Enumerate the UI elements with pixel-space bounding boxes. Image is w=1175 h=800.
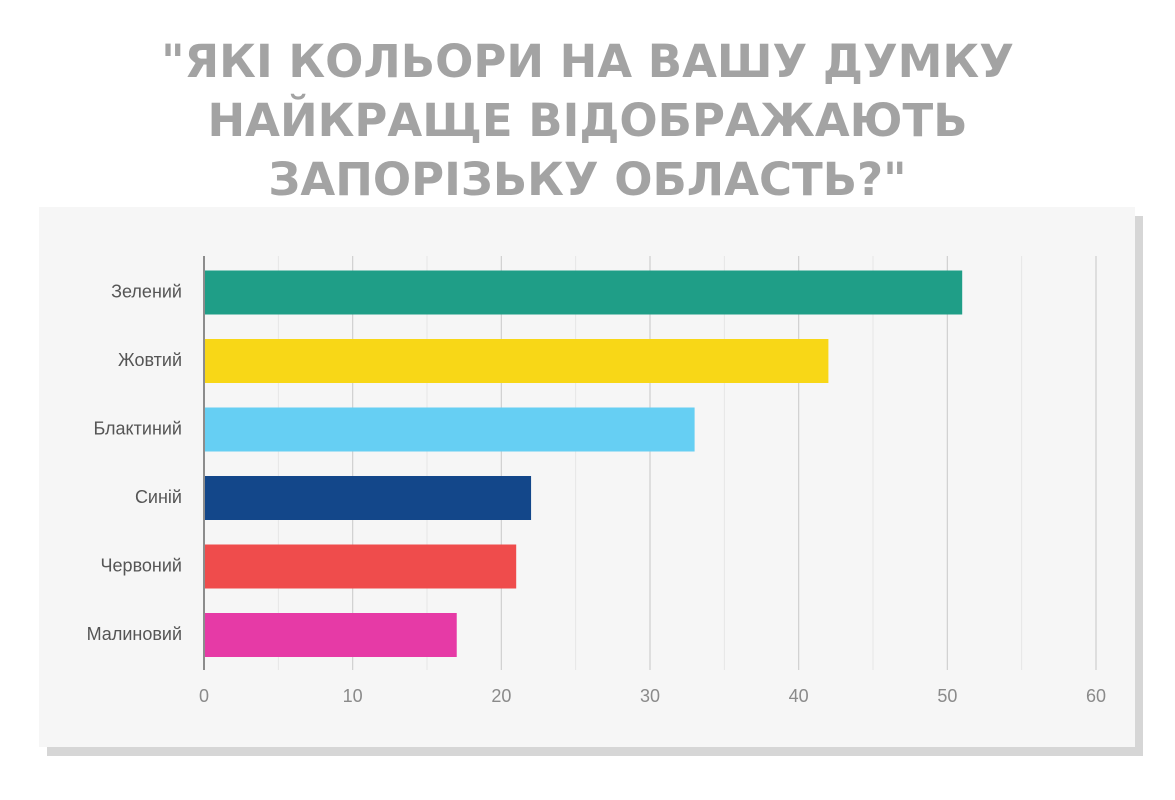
- bar-4: [204, 476, 532, 520]
- x-tick-label: 10: [343, 686, 363, 706]
- x-tick-label: 30: [640, 686, 660, 706]
- category-label: Блактиний: [93, 418, 182, 438]
- bar-1: [204, 270, 963, 315]
- bar-5: [204, 544, 517, 589]
- x-tick-label: 60: [1086, 686, 1106, 706]
- bars: [204, 270, 963, 657]
- chart-title-line: ЗАПОРІЗЬКУ ОБЛАСТЬ?": [268, 153, 907, 206]
- chart-title-line: НАЙКРАЩЕ ВІДОБРАЖАЮТЬ: [207, 94, 968, 147]
- chart-title: "ЯКІ КОЛЬОРИ НА ВАШУ ДУМКУ НАЙКРАЩЕ ВІДО…: [0, 32, 1175, 209]
- grid-lines: [277, 256, 1097, 670]
- bar-3: [204, 407, 695, 452]
- bar-2: [204, 339, 829, 383]
- category-label: Синій: [135, 487, 182, 507]
- category-label: Зелений: [111, 281, 182, 301]
- bar-6: [204, 613, 457, 657]
- category-label: Малиновий: [87, 624, 182, 644]
- labels: Зелений Жовтий Блактиний Синій Червоний Малин…: [87, 281, 1106, 706]
- x-tick-label: 20: [491, 686, 511, 706]
- category-label: Червоний: [101, 555, 182, 575]
- chart-title-line: "ЯКІ КОЛЬОРИ НА ВАШУ ДУМКУ: [161, 35, 1014, 88]
- x-tick-label: 40: [789, 686, 809, 706]
- category-label: Жовтий: [118, 350, 182, 370]
- x-tick-label: 50: [937, 686, 957, 706]
- x-tick-label: 0: [199, 686, 209, 706]
